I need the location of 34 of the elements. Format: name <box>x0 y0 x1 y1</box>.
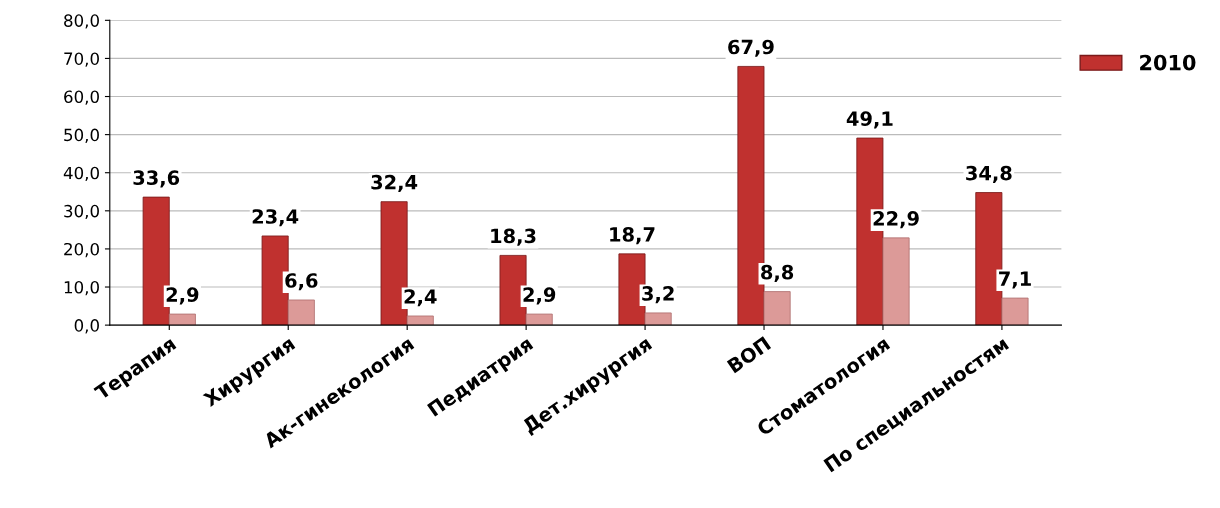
y-tick-label: 60,0 <box>64 90 99 105</box>
data-label: 33,6 <box>133 170 180 188</box>
data-label: 32,4 <box>371 174 418 193</box>
bar <box>882 237 910 326</box>
data-label: 2,9 <box>523 287 556 305</box>
y-tick-label: 40,0 <box>63 166 99 181</box>
y-tick-label: 10,0 <box>64 280 99 296</box>
data-label: 6,6 <box>285 273 318 291</box>
bar <box>644 312 672 326</box>
data-label: 2,4 <box>404 289 437 307</box>
bar <box>525 313 553 326</box>
data-label: 7,1 <box>999 271 1031 289</box>
bar <box>168 313 196 326</box>
legend-label: 2010 <box>1140 54 1196 71</box>
bar <box>406 315 434 326</box>
data-label: 8,8 <box>761 264 794 282</box>
data-label: 67,9 <box>728 39 774 57</box>
y-tick-label: 0,0 <box>74 319 99 334</box>
bar <box>763 291 791 326</box>
y-tick-label: 80,0 <box>64 14 99 29</box>
data-label: 22,9 <box>873 211 919 229</box>
data-label: 3,2 <box>642 286 674 304</box>
y-tick-label: 20,0 <box>64 242 99 258</box>
y-tick-label: 70,0 <box>64 52 99 67</box>
bar <box>287 299 315 326</box>
y-tick-label: 30,0 <box>64 204 99 220</box>
data-label: 23,4 <box>252 209 299 227</box>
data-label: 2,9 <box>166 287 199 305</box>
y-tick-label: 50,0 <box>64 128 99 143</box>
data-label: 18,3 <box>491 228 536 246</box>
data-label: 34,8 <box>966 165 1012 183</box>
bar <box>1001 297 1029 326</box>
data-label: 49,1 <box>846 111 893 129</box>
data-label: 18,7 <box>610 227 655 245</box>
